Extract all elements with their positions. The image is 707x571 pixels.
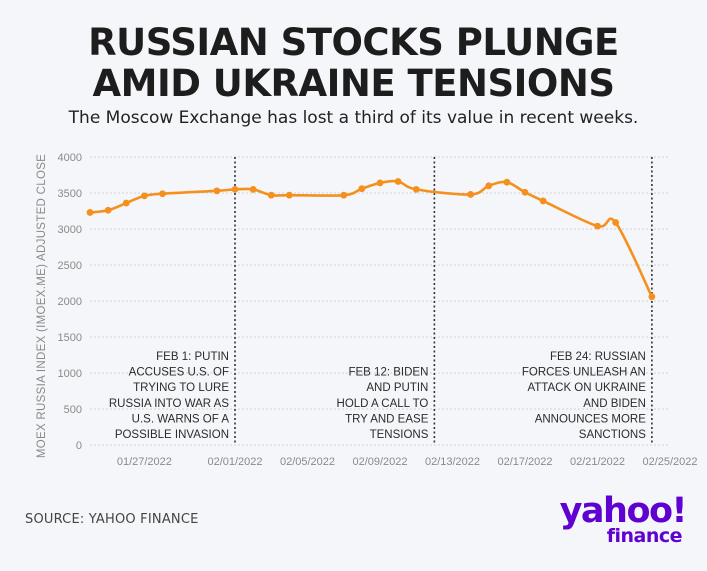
data-point (612, 219, 620, 226)
annotation-text-line: FEB 24: RUSSIAN (550, 351, 646, 363)
annotation-text-line: AND PUTIN (366, 382, 428, 394)
data-point (86, 209, 94, 216)
data-point (213, 187, 221, 195)
chart-title: RUSSIAN STOCKS PLUNGE AMID UKRAINE TENSI… (0, 22, 707, 104)
y-tick-label: 0 (76, 440, 82, 452)
x-tick-label: 02/13/2022 (425, 456, 480, 468)
data-point (594, 222, 601, 230)
data-point (104, 206, 112, 214)
x-tick-label: 02/01/2022 (207, 456, 262, 468)
data-point (503, 178, 511, 186)
data-point (376, 179, 384, 187)
y-tick-label: 2000 (58, 296, 82, 308)
x-tick-label: 02/25/2022 (642, 456, 697, 468)
y-tick-label: 3000 (58, 224, 82, 236)
source-note: SOURCE: YAHOO FINANCE (25, 512, 199, 527)
y-tick-label: 3500 (58, 188, 82, 200)
y-tick-label: 1000 (58, 368, 82, 380)
annotation-text-line: TENSIONS (370, 429, 429, 441)
x-tick-label: 02/05/2022 (280, 456, 335, 468)
x-tick-label: 02/21/2022 (570, 456, 625, 468)
data-point (140, 192, 148, 200)
chart-subtitle: The Moscow Exchange has lost a third of … (68, 108, 639, 128)
annotation-text-line: SANCTIONS (579, 429, 646, 441)
data-point (467, 191, 475, 198)
annotation-text-line: FORCES UNLEASH AN (522, 367, 646, 379)
annotation-text-line: TRY AND EASE (345, 413, 429, 425)
data-point (412, 186, 420, 193)
annotation-text-line: AND BIDEN (583, 398, 646, 410)
y-tick-label: 2500 (58, 260, 82, 272)
annotation-text: FEB 1: PUTIN ACCUSES U.S. OF TRYING TO LUR… (109, 351, 229, 441)
annotation-text-line: U.S. WARNS OF A (132, 413, 230, 425)
data-point (285, 191, 293, 199)
data-point (159, 190, 166, 198)
x-tick-label: 01/27/2022 (117, 456, 172, 468)
data-point (249, 186, 257, 193)
logo-subtitle: finance (606, 525, 683, 547)
annotation-text-line: ATTACK ON UKRAINE (527, 382, 646, 394)
annotation-text: FEB 24: RUSSIAN FORCES UNLEASH AN ATTACK O… (522, 351, 646, 441)
x-tick-label: 02/09/2022 (352, 456, 407, 468)
data-point (340, 191, 348, 199)
annotation-text-line: FEB 1: PUTIN (156, 351, 229, 363)
data-point (394, 178, 402, 185)
x-tick-label: 02/17/2022 (497, 456, 552, 468)
data-point (485, 182, 493, 190)
yahoo-finance-logo: yahoo! finance (552, 492, 692, 552)
annotation-text-line: TRYING TO LURE (133, 382, 229, 394)
annotation-text-line: FEB 12: BIDEN (348, 367, 428, 379)
title-line-1: RUSSIAN STOCKS PLUNGE (88, 21, 619, 64)
data-point (231, 186, 239, 193)
logo-wordmark: yahoo! (559, 491, 688, 531)
data-point (539, 197, 547, 205)
data-point (648, 293, 656, 301)
y-tick-label: 1500 (58, 332, 82, 344)
annotation-text-line: RUSSIA INTO WAR AS (109, 398, 229, 410)
annotation-text-line: ACCUSES U.S. OF (129, 367, 229, 379)
title-line-2: AMID UKRAINE TENSIONS (92, 62, 615, 105)
y-tick-label: 4000 (58, 152, 82, 164)
series-line (88, 179, 654, 298)
data-point (358, 185, 366, 193)
data-point (122, 199, 130, 207)
data-point (521, 188, 529, 196)
annotation-text-line: HOLD A CALL TO (337, 398, 429, 410)
annotation-text-line: ANNOUNCES MORE (535, 413, 647, 425)
y-axis-label: MOEX RUSSIA INDEX (IMOEX.ME) ADJUSTED CL… (36, 154, 48, 458)
annotation-text-line: POSSIBLE INVASION (115, 429, 229, 441)
annotation-text: FEB 12: BIDEN AND PUTIN HOLD A CALL TO TRY … (337, 367, 429, 441)
data-point (267, 191, 275, 199)
y-tick-label: 500 (64, 404, 82, 416)
